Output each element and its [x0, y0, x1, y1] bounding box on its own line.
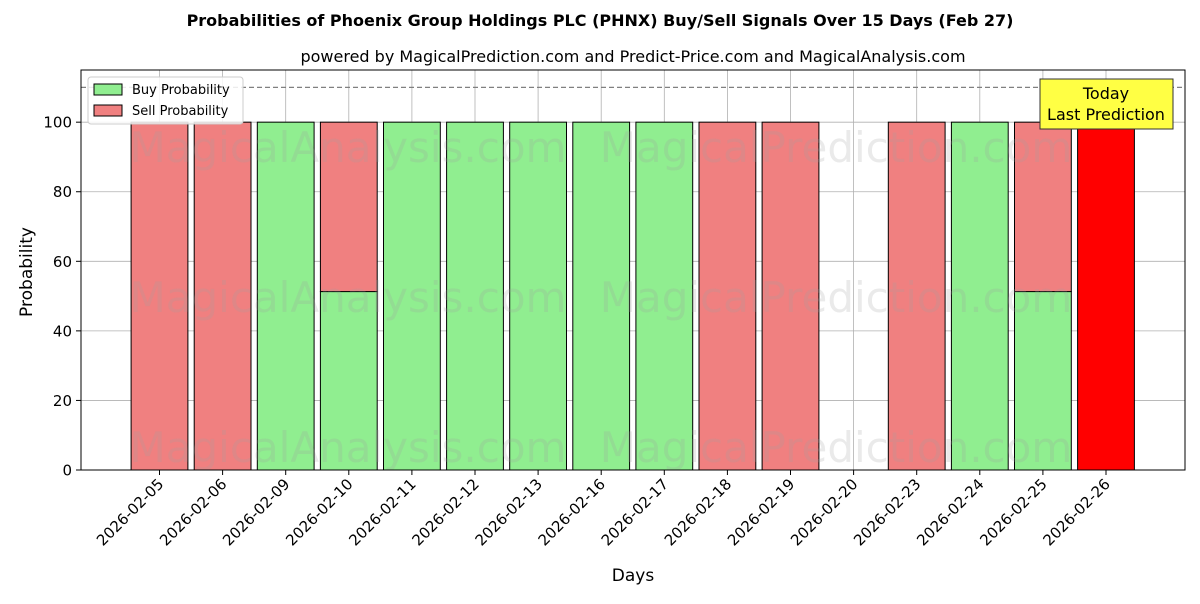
sell-bar: [1014, 121, 1072, 293]
legend-label: Sell Probability: [132, 104, 229, 119]
y-axis-label: Probability: [17, 227, 37, 317]
buy-bar: [383, 121, 441, 471]
y-tick-label: 20: [53, 392, 72, 410]
buy-bar: [1014, 291, 1072, 471]
legend-box: [87, 76, 244, 125]
buy-bar: [509, 121, 568, 471]
x-tick-label: 2026-02-10: [282, 475, 356, 549]
watermark-text: MagicalAnalysis.com: [130, 273, 567, 322]
sell-bar: [319, 121, 378, 293]
x-tick-label: 2026-02-25: [976, 475, 1050, 549]
y-tick-label: 100: [43, 114, 72, 132]
annotation: Today Last Prediction: [1039, 78, 1174, 130]
chart-subtitle: powered by MagicalPrediction.com and Pre…: [300, 47, 965, 66]
x-tick-label: 2026-02-16: [535, 475, 609, 549]
x-tick-label: 2026-02-12: [408, 475, 482, 549]
sell-bar: [887, 121, 946, 471]
x-tick-label: 2026-02-23: [850, 475, 924, 549]
x-tick-label: 2026-02-26: [1039, 475, 1113, 549]
legend: Buy Probability Sell Probability: [87, 76, 244, 125]
annotation-line-1: Today: [1082, 84, 1129, 103]
x-axis-label: Days: [612, 566, 655, 586]
highlight-bar: [1077, 121, 1135, 471]
legend-swatch: [93, 104, 123, 117]
x-tick-label: 2026-02-09: [219, 475, 293, 549]
watermark-text: MagicalPrediction.com: [600, 273, 1073, 322]
chart-title: Probabilities of Phoenix Group Holdings …: [187, 11, 1014, 30]
x-tick-label: 2026-02-19: [724, 475, 798, 549]
legend-swatch: [93, 83, 123, 96]
plot-frame: [80, 69, 1186, 471]
legend-label: Buy Probability: [132, 83, 230, 98]
y-tick-label: 40: [53, 322, 72, 340]
buy-bar: [446, 121, 504, 471]
y-tick-label: 80: [53, 183, 72, 201]
y-tick-label: 0: [62, 462, 72, 480]
x-tick-label: 2026-02-17: [598, 475, 672, 549]
x-tick-label: 2026-02-11: [345, 475, 419, 549]
x-tick-label: 2026-02-06: [156, 475, 230, 549]
watermark-text: MagicalAnalysis.com: [130, 123, 567, 172]
watermark-text: MagicalAnalysis.com: [130, 423, 567, 472]
annotation-line-2: Last Prediction: [1047, 105, 1165, 124]
x-tick-label: 2026-02-24: [913, 475, 987, 549]
x-tick-label: 2026-02-18: [661, 475, 735, 549]
x-tick-label: 2026-02-20: [787, 475, 861, 549]
x-tick-label: 2026-02-05: [93, 475, 167, 549]
x-tick-label: 2026-02-13: [472, 475, 546, 549]
watermark-text: MagicalPrediction.com: [600, 123, 1073, 172]
watermark-text: MagicalPrediction.com: [600, 423, 1073, 472]
buy-bar: [319, 291, 378, 471]
y-tick-label: 60: [53, 253, 72, 271]
buy-bar: [572, 121, 631, 471]
sell-bar: [698, 121, 757, 471]
buy-bar: [950, 121, 1009, 471]
annotation-box: [1039, 78, 1174, 130]
